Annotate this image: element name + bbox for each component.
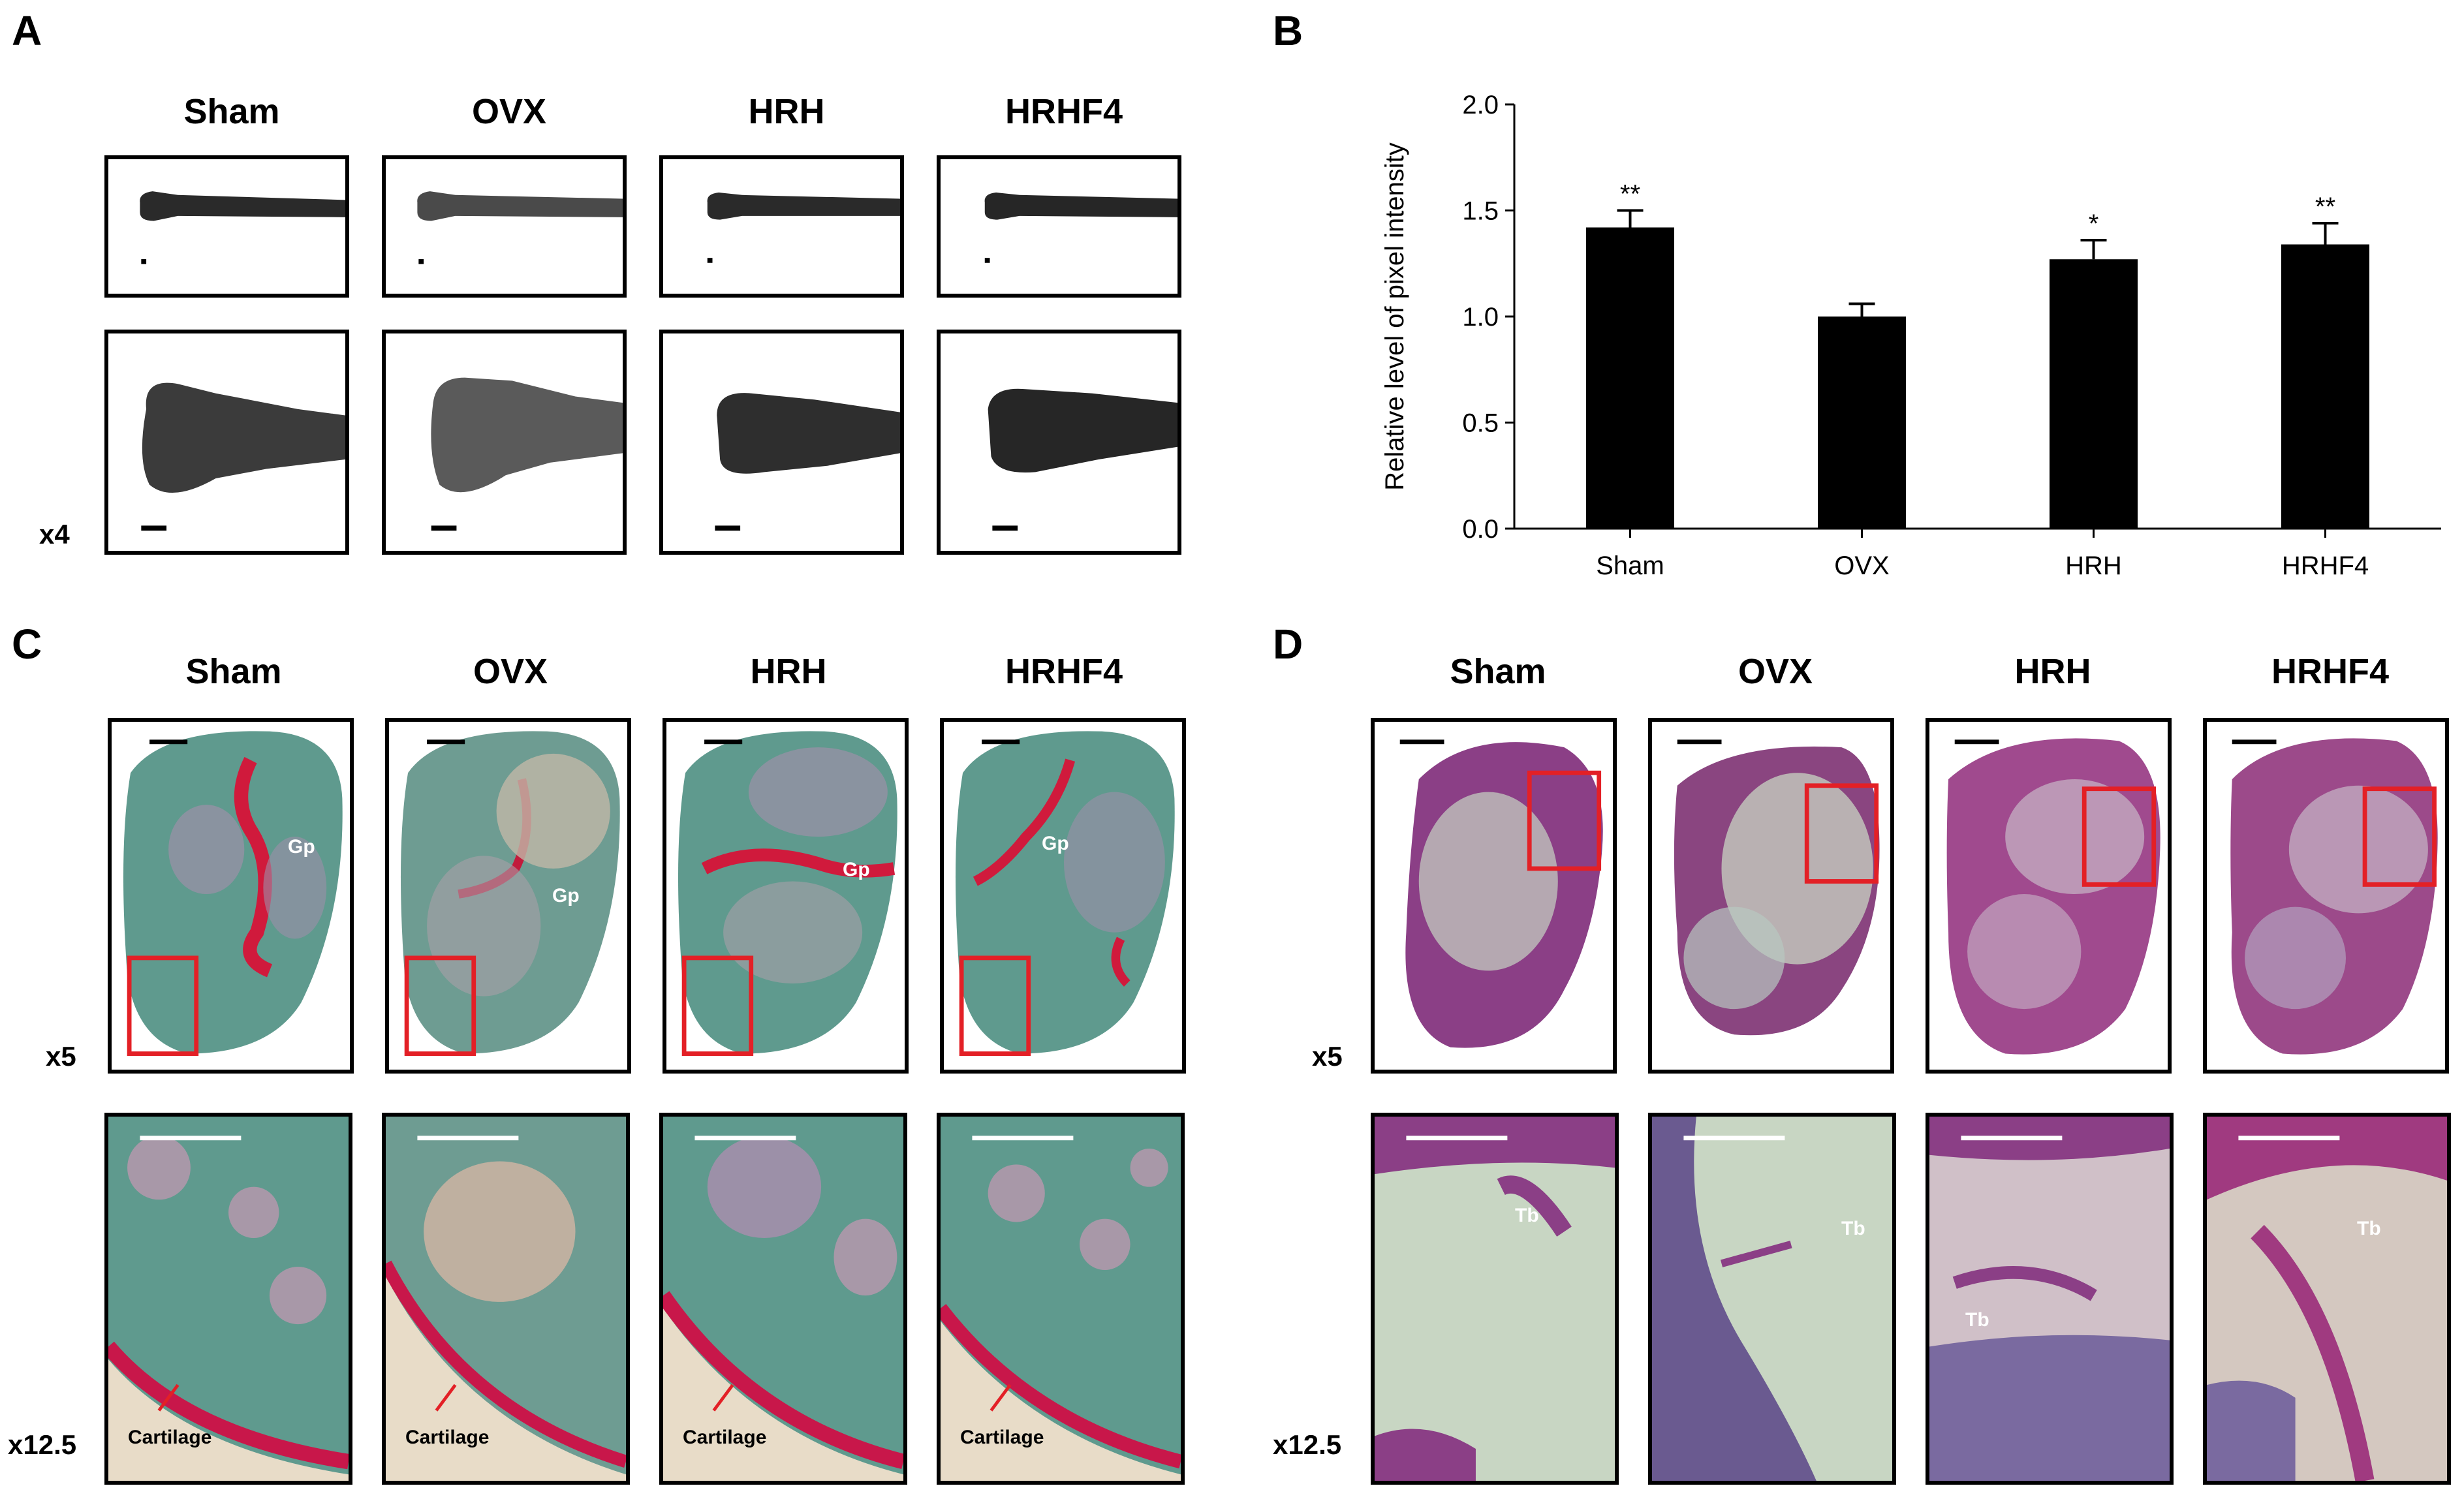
x-tick-label: HRHF4	[2282, 551, 2369, 580]
panel-d-letter: D	[1273, 621, 1303, 668]
panel-c-letter: C	[12, 621, 42, 668]
panel-d-mag-top: x5	[1312, 1041, 1343, 1072]
panel-c-cartilage-sham: Cartilage	[104, 1113, 352, 1485]
panel-c-section-hrhf4: Gp	[940, 718, 1186, 1074]
cartilage-label: Cartilage	[683, 1427, 767, 1448]
trabecula-label: Tb	[2357, 1218, 2381, 1239]
growth-plate-label: Gp	[1042, 833, 1069, 854]
y-tick-label: 0.5	[1462, 409, 1499, 438]
x-tick-label: HRH	[2065, 551, 2122, 580]
panel-a-femur-zoom-ovx	[382, 330, 627, 555]
cartilage-label: Cartilage	[128, 1427, 212, 1448]
panel-c-mag-bottom: x12.5	[8, 1429, 77, 1460]
trabecula-label: Tb	[1965, 1309, 1989, 1331]
bar-chart: 0.0 0.5 1.0 1.5 2.0 Relative level of pixel i…	[1380, 91, 2441, 580]
panel-a-femur-hrh	[659, 155, 904, 298]
panel-b-letter: B	[1273, 7, 1303, 54]
panel-a-col-hrhf4: HRHF4	[1005, 92, 1123, 131]
panel-c-col-hrhf4: HRHF4	[1005, 652, 1123, 691]
panel-d-mag-bottom: x12.5	[1273, 1429, 1342, 1460]
panel-d-section-hrhf4	[2203, 718, 2449, 1074]
panel-d-section-sham	[1371, 718, 1617, 1074]
panel-c-mag-top: x5	[46, 1041, 76, 1072]
panel-a-magnification: x4	[39, 519, 70, 550]
y-tick-label: 1.5	[1462, 197, 1499, 226]
panel-d-col-ovx: OVX	[1738, 652, 1813, 691]
panel-a-femur-zoom-hrhf4	[937, 330, 1181, 555]
panel-d-section-ovx	[1648, 718, 1894, 1074]
panel-d-col-sham: Sham	[1450, 652, 1546, 691]
cartilage-label: Cartilage	[960, 1427, 1044, 1448]
panel-c-cartilage-ovx: Cartilage	[382, 1113, 630, 1485]
growth-plate-label: Gp	[552, 885, 580, 906]
panel-d-trabecula-ovx: Tb	[1648, 1113, 1896, 1485]
panel-a-col-sham: Sham	[183, 92, 280, 131]
panel-c-col-hrh: HRH	[750, 652, 827, 691]
panel-d-trabecula-sham: Tb	[1371, 1113, 1619, 1485]
y-tick-label: 1.0	[1462, 303, 1499, 332]
cartilage-label: Cartilage	[405, 1427, 490, 1448]
panel-c-col-sham: Sham	[185, 652, 282, 691]
panel-d-col-hrh: HRH	[2014, 652, 2091, 691]
panel-c-section-sham: Gp	[108, 718, 354, 1074]
panel-a-femur-ovx	[382, 155, 627, 298]
significance-marker: **	[1620, 180, 1640, 209]
panel-a-col-ovx: OVX	[471, 92, 547, 131]
significance-marker: **	[2315, 193, 2335, 221]
panel-d-col-hrhf4: HRHF4	[2271, 652, 2389, 691]
bar-hrh	[2050, 259, 2138, 529]
panel-d-section-hrh	[1926, 718, 2172, 1074]
panel-a-femur-sham	[104, 155, 349, 298]
x-tick-label: OVX	[1834, 551, 1889, 580]
panel-a-col-hrh: HRH	[748, 92, 825, 131]
panel-c-section-hrh: Gp	[663, 718, 909, 1074]
bar-sham	[1586, 227, 1674, 529]
panel-c-cartilage-hrh: Cartilage	[659, 1113, 907, 1485]
trabecula-label: Tb	[1841, 1218, 1865, 1239]
panel-c-cartilage-hrhf4: Cartilage	[937, 1113, 1185, 1485]
panel-a-femur-hrhf4	[937, 155, 1181, 298]
panel-c-col-ovx: OVX	[473, 652, 548, 691]
bar-ovx	[1818, 317, 1906, 529]
panel-d-trabecula-hrhf4: Tb	[2203, 1113, 2451, 1485]
y-tick-label: 0.0	[1462, 515, 1499, 544]
significance-marker: *	[2089, 209, 2099, 238]
panel-a-letter: A	[12, 7, 42, 54]
panel-a-femur-zoom-sham	[104, 330, 349, 555]
growth-plate-label: Gp	[288, 836, 315, 858]
panel-c-section-ovx: Gp	[385, 718, 631, 1074]
panel-d-trabecula-hrh: Tb	[1926, 1113, 2174, 1485]
growth-plate-label: Gp	[843, 859, 870, 880]
panel-a-femur-zoom-hrh	[659, 330, 904, 555]
trabecula-label: Tb	[1515, 1205, 1539, 1226]
y-axis-label: Relative level of pixel intensity	[1380, 142, 1409, 491]
bar-hrhf4	[2281, 244, 2369, 529]
x-tick-label: Sham	[1596, 551, 1664, 580]
y-tick-label: 2.0	[1462, 91, 1499, 119]
